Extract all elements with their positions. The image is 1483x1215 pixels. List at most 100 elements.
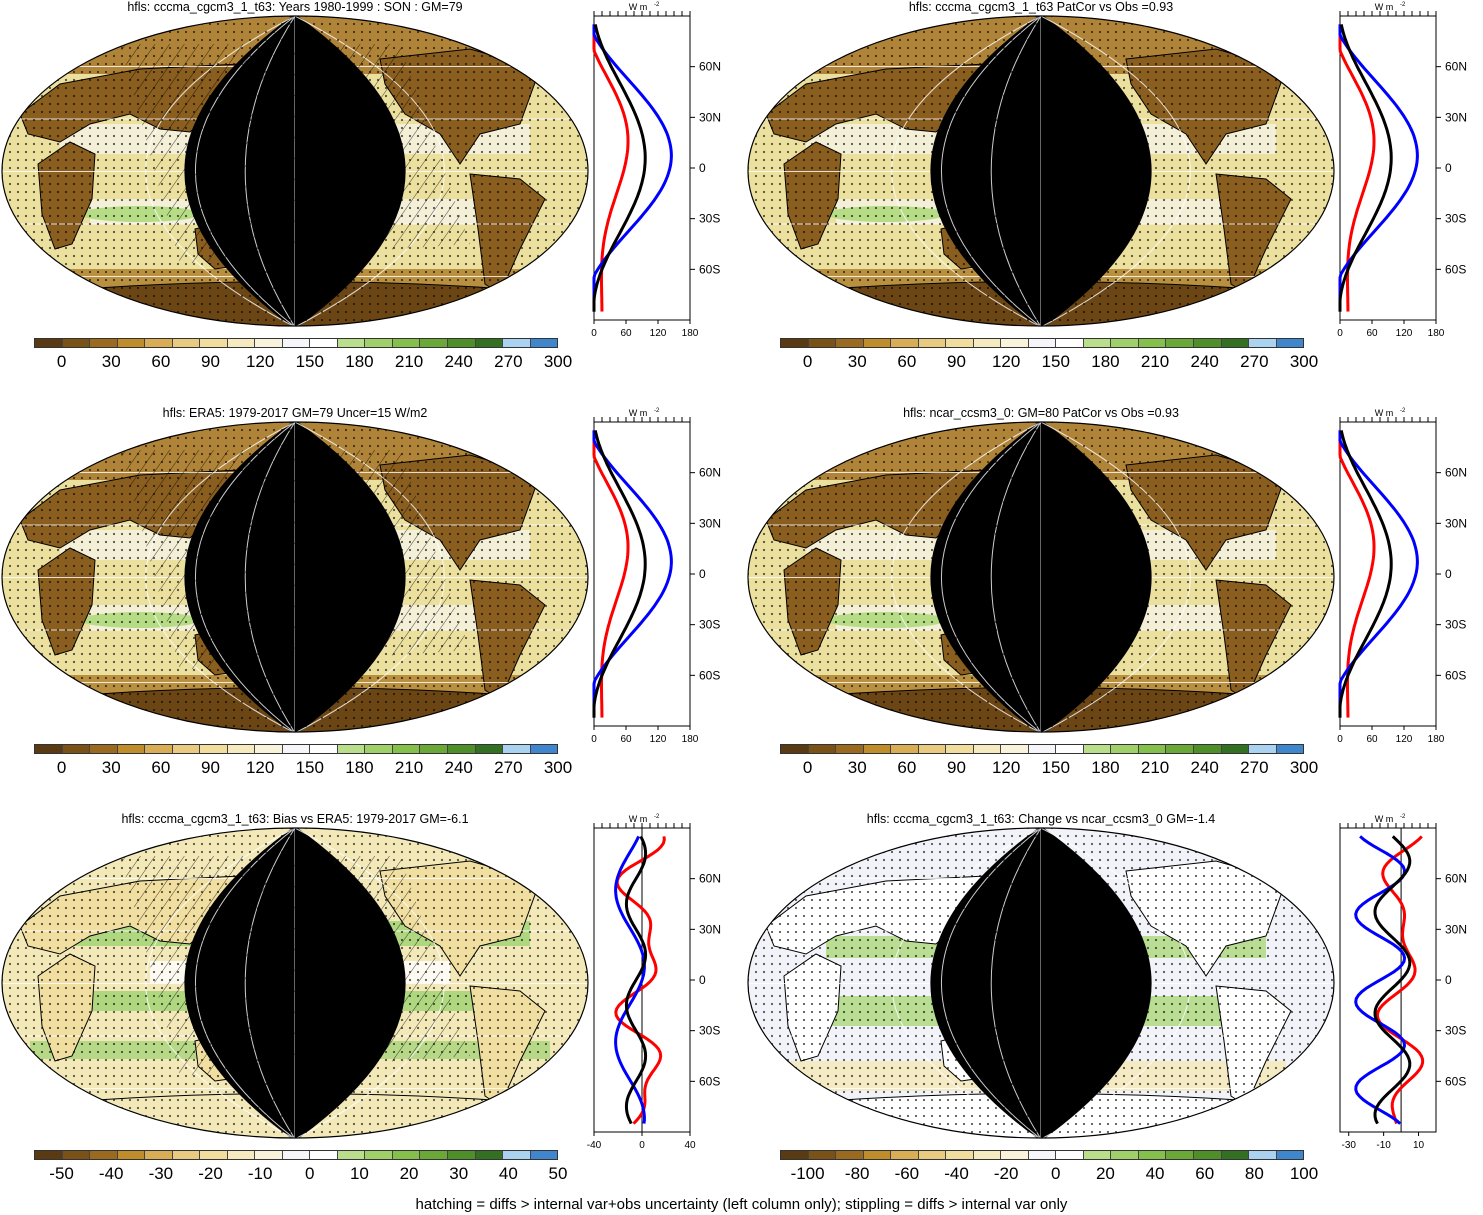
world-map xyxy=(747,15,1335,327)
colorbar-tick-label: 120 xyxy=(991,352,1021,371)
colorbar-tick-label: 210 xyxy=(1140,758,1170,777)
colorbar-tick-label: -30 xyxy=(148,1164,174,1183)
profile-line-mean xyxy=(1338,430,1393,718)
colorbar-tick-label: 240 xyxy=(1190,352,1219,371)
latitude-label: 60N xyxy=(1445,60,1467,74)
world-map xyxy=(1,15,589,327)
world-map xyxy=(1,421,589,733)
panel-title: hfls: cccma_cgcm3_1_t63: Bias vs ERA5: 1… xyxy=(121,812,469,826)
latitude-label: 60N xyxy=(1445,872,1467,886)
units-exponent: -2 xyxy=(1400,408,1406,414)
colorbar-tick-label: 180 xyxy=(1091,758,1120,777)
panel-title: hfls: cccma_cgcm3_1_t63: Years 1980-1999… xyxy=(127,0,463,14)
colorbar-tick-label: 0 xyxy=(56,352,67,371)
profile-line-model xyxy=(592,430,673,718)
profile-line-model xyxy=(1338,24,1419,312)
colorbar-tick-label: 60 xyxy=(897,758,917,777)
profile-tick-label: 120 xyxy=(650,734,667,745)
colorbar-tick-label: 30 xyxy=(101,352,121,371)
profile-tick-label: -40 xyxy=(587,1140,602,1151)
latitude-label: 30N xyxy=(1445,516,1467,530)
profile-tick-label: 0 xyxy=(1337,328,1343,339)
latitude-label: 60S xyxy=(1445,1074,1466,1088)
colorbar-tick-label: 60 xyxy=(151,352,171,371)
latitude-label: 30S xyxy=(1445,618,1466,632)
colorbar-tick-label: 60 xyxy=(897,352,917,371)
profile-line-model xyxy=(614,835,646,1124)
latitude-label: 0 xyxy=(699,567,706,581)
latitude-label: 60S xyxy=(699,1074,720,1088)
colorbar-tick-label: 150 xyxy=(295,758,324,777)
panel-model-patcor: hfls: cccma_cgcm3_1_t63 PatCor vs Obs =0… xyxy=(746,0,1483,400)
colorbar-tick-label: 0 xyxy=(802,352,813,371)
colorbar-tick-label: 90 xyxy=(947,352,966,371)
profile-tick-label: 180 xyxy=(1428,734,1445,745)
colorbar-tick-label: 50 xyxy=(548,1164,568,1183)
profile-line-obs xyxy=(1375,835,1425,1125)
profile-line-mean xyxy=(592,24,647,312)
colorbar-tick-label: 60 xyxy=(1195,1164,1215,1183)
units-exponent: -2 xyxy=(654,408,660,414)
profile-tick-label: 60 xyxy=(1366,328,1378,339)
colorbar-tick-label: 100 xyxy=(1289,1164,1319,1183)
colorbar xyxy=(780,338,1304,348)
latitude-label: 0 xyxy=(1445,567,1452,581)
latitude-label: 0 xyxy=(1445,161,1452,175)
colorbar-tick-label: 20 xyxy=(399,1164,419,1183)
colorbar xyxy=(780,744,1304,754)
colorbar-tick-label: 210 xyxy=(394,352,424,371)
panel-era5-reference: hfls: ERA5: 1979-2017 GM=79 Uncer=15 W/m… xyxy=(0,406,740,806)
profile-tick-label: 120 xyxy=(650,328,667,339)
latitude-label: 30N xyxy=(699,110,721,124)
colorbar-tick-label: 60 xyxy=(151,758,171,777)
latitude-label: 30N xyxy=(699,516,721,530)
latitude-label: 60S xyxy=(1445,668,1466,682)
colorbar-tick-label: -60 xyxy=(894,1164,920,1183)
colorbar-tick-label: 90 xyxy=(201,758,220,777)
latitude-label: 60S xyxy=(699,262,720,276)
profile-tick-label: 0 xyxy=(639,1140,645,1151)
panel-title: hfls: cccma_cgcm3_1_t63 PatCor vs Obs =0… xyxy=(908,0,1174,14)
profile-tick-label: 10 xyxy=(1413,1140,1425,1151)
colorbar-tick-label: 90 xyxy=(201,352,220,371)
panel-model-climatology: hfls: cccma_cgcm3_1_t63: Years 1980-1999… xyxy=(0,0,740,400)
colorbar-tick-label: 150 xyxy=(1041,352,1070,371)
zonal-mean-profile: W m -2 60N 30N 0 30S 60S 0 60 120 180 xyxy=(591,408,721,745)
latitude-label: 0 xyxy=(699,973,706,987)
panel-title: hfls: ERA5: 1979-2017 GM=79 Uncer=15 W/m… xyxy=(162,406,428,420)
colorbar-tick-label: 300 xyxy=(1289,758,1319,777)
latitude-label: 0 xyxy=(699,161,706,175)
colorbar xyxy=(34,1150,558,1160)
profile-tick-label: 60 xyxy=(620,734,632,745)
world-map xyxy=(1,827,589,1139)
colorbar-tick-label: -10 xyxy=(247,1164,273,1183)
zonal-mean-profile: W m -2 60N 30N 0 30S 60S -30 -10 10 xyxy=(1339,814,1467,1151)
colorbar-tick-label: -20 xyxy=(198,1164,223,1183)
panel-ncar-reference: hfls: ncar_ccsm3_0: GM=80 PatCor vs Obs … xyxy=(746,406,1483,806)
colorbar-tick-label: 240 xyxy=(444,352,473,371)
profile-tick-label: 180 xyxy=(682,328,699,339)
latitude-label: 0 xyxy=(1445,973,1452,987)
latitude-label: 30N xyxy=(1445,922,1467,936)
colorbar-tick-label: 0 xyxy=(305,1164,315,1183)
colorbar-tick-label: 120 xyxy=(245,352,275,371)
latitude-label: 60N xyxy=(699,466,721,480)
profile-line-model xyxy=(592,24,673,312)
latitude-label: 60N xyxy=(1445,466,1467,480)
colorbar-tick-label: 210 xyxy=(394,758,424,777)
latitude-label: 30S xyxy=(699,618,720,632)
colorbar-tick-label: 80 xyxy=(1244,1164,1264,1183)
profile-line-mean xyxy=(1373,835,1412,1125)
latitude-label: 60N xyxy=(699,872,721,886)
latitude-label: 30N xyxy=(1445,110,1467,124)
latitude-label: 60S xyxy=(699,668,720,682)
colorbar-tick-label: -50 xyxy=(49,1164,74,1183)
colorbar-tick-label: 0 xyxy=(1051,1164,1061,1183)
units-label: W m xyxy=(629,814,648,824)
profile-tick-label: 120 xyxy=(1396,328,1413,339)
colorbar xyxy=(780,1150,1304,1160)
colorbar-tick-label: 270 xyxy=(494,352,523,371)
units-label: W m xyxy=(1375,2,1394,12)
latitude-label: 60N xyxy=(699,60,721,74)
colorbar-tick-label: 240 xyxy=(444,758,473,777)
